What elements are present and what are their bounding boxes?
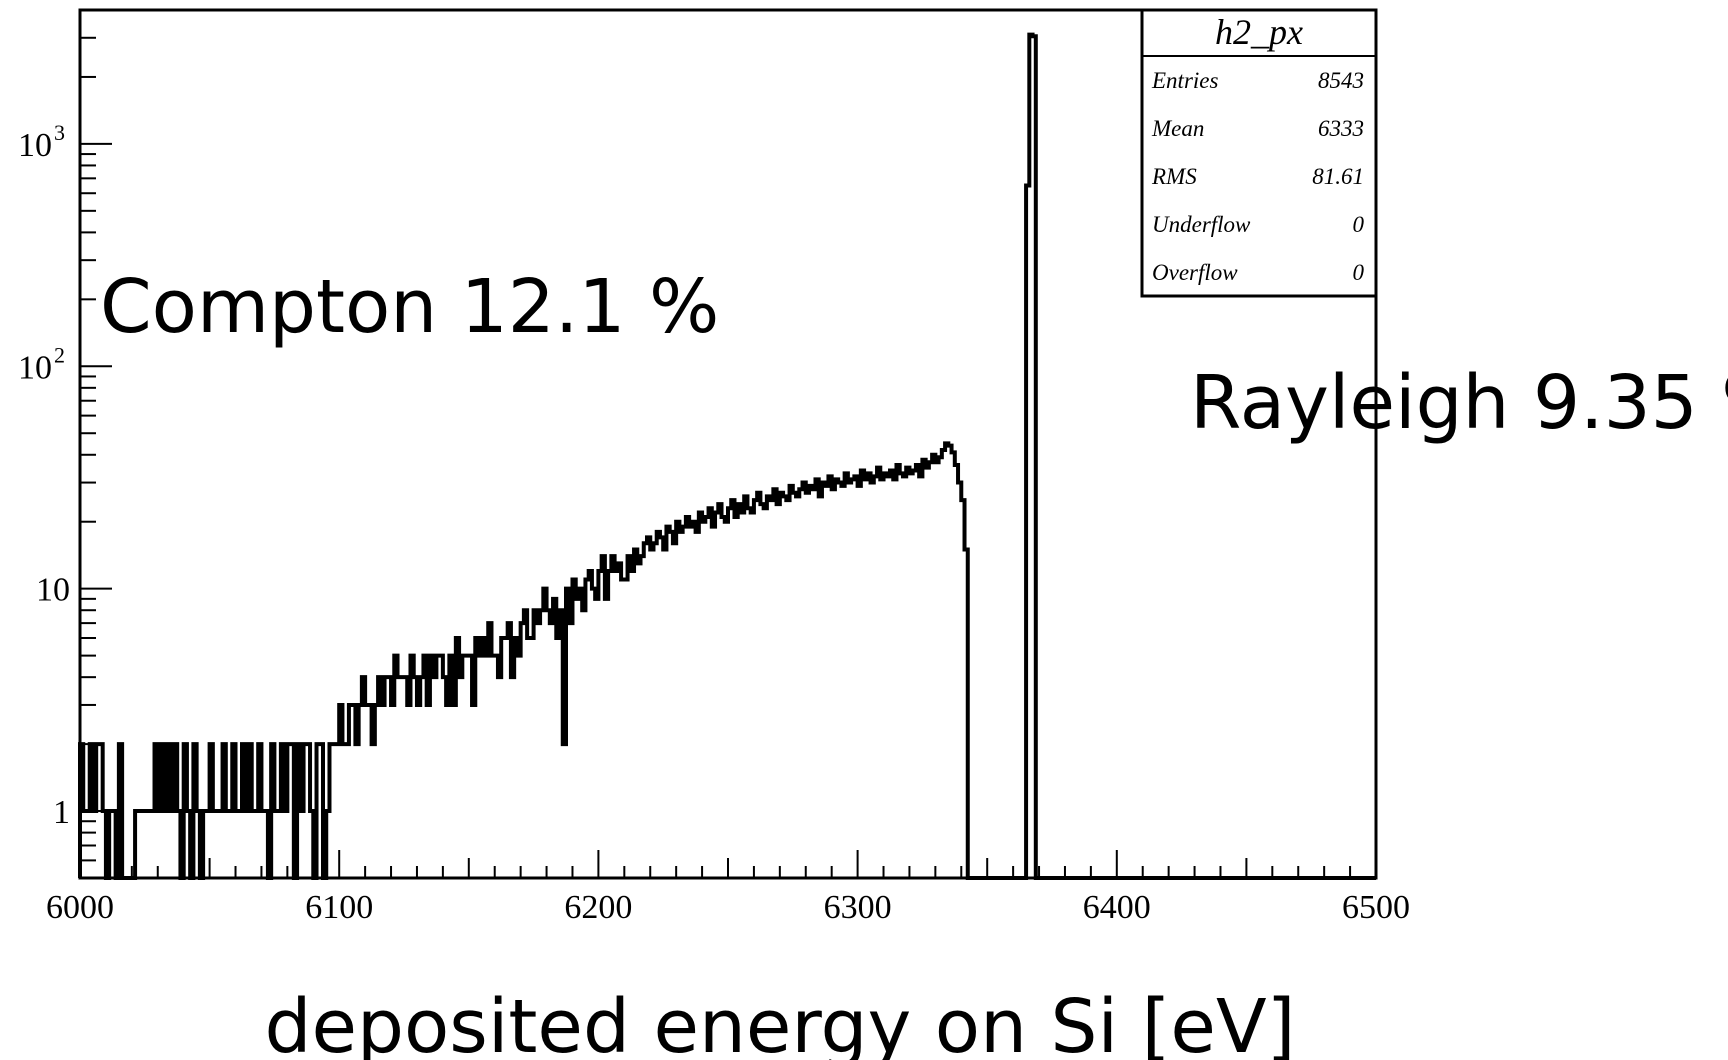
x-axis-label: deposited energy on Si [eV]: [265, 984, 1296, 1060]
stats-row-value: 0: [1353, 260, 1365, 285]
y-tick-label: 1: [53, 794, 70, 831]
stats-box-title: h2_px: [1215, 12, 1303, 52]
stats-row-value: 6333: [1318, 116, 1364, 141]
x-tick-labels: 6000 6100 6200 6300 6400 6500: [46, 889, 1410, 926]
stats-row-label: Overflow: [1152, 260, 1238, 285]
x-tick-label: 6100: [305, 889, 373, 926]
stats-row-value: 8543: [1318, 68, 1364, 93]
y-tick-label: 10: [36, 572, 70, 609]
stats-row-value: 0: [1353, 212, 1365, 237]
x-tick-label: 6200: [564, 889, 632, 926]
annotation-compton: Compton 12.1 %: [100, 264, 719, 350]
y-tick-label: 10: [18, 127, 52, 164]
histogram-series-line: [78, 32, 1376, 880]
x-tick-label: 6500: [1342, 889, 1410, 926]
x-tick-label: 6400: [1083, 889, 1151, 926]
y-tick-exponent: 2: [54, 342, 65, 367]
y-tick-label: 10: [18, 349, 52, 386]
plot-frame: [78, 8, 1378, 880]
x-tick-label: 6000: [46, 889, 114, 926]
stats-row-label: Mean: [1151, 116, 1204, 141]
stats-box: h2_px Entries 8543 Mean 6333 RMS 81.61 Underfl…: [1140, 8, 1378, 298]
stats-row-label: RMS: [1151, 164, 1197, 189]
stats-row-label: Entries: [1151, 68, 1218, 93]
stats-box-rows: Entries 8543 Mean 6333 RMS 81.61 Underflow 0 Ove…: [1151, 68, 1365, 285]
stats-row-label: Underflow: [1152, 212, 1251, 237]
stats-box-frame: [1140, 8, 1378, 298]
y-tick-exponent: 3: [54, 120, 65, 145]
x-tick-label: 6300: [824, 889, 892, 926]
annotation-rayleigh: Rayleigh 9.35 %: [1190, 360, 1728, 446]
stats-row-value: 81.61: [1312, 164, 1364, 189]
